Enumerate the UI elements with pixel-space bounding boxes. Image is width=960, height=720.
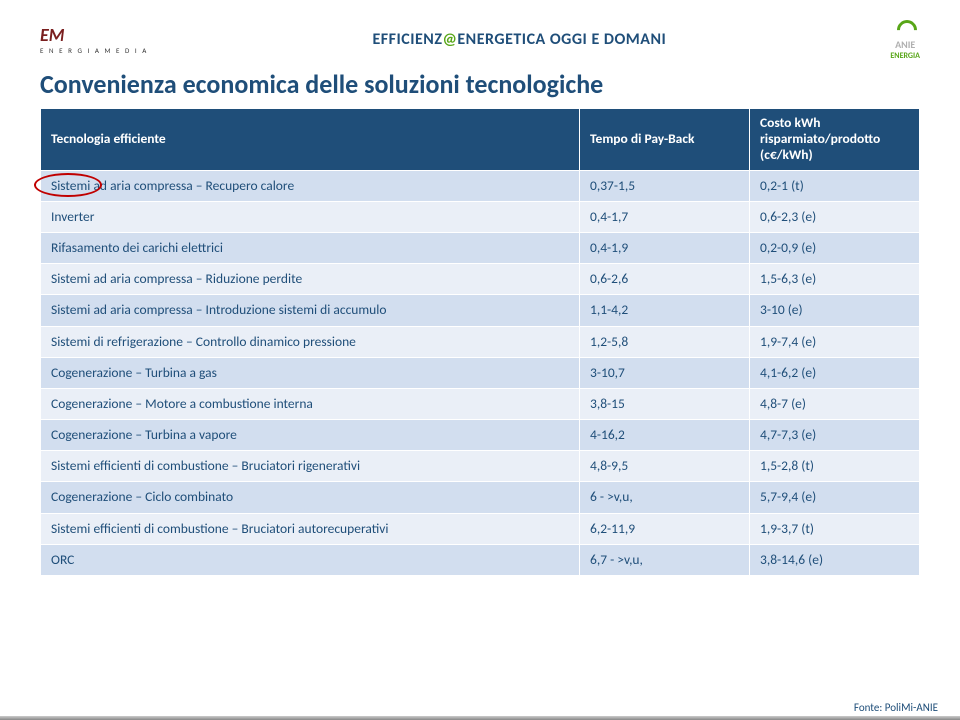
cell-payback: 6,2-11,9 (580, 513, 750, 544)
cell-payback: 4,8-9,5 (580, 451, 750, 482)
cell-payback: 3,8-15 (580, 388, 750, 419)
table-row: Sistemi ad aria compressa – Recupero cal… (41, 170, 920, 201)
logo-anie: ANIE ENERGIA (890, 18, 920, 61)
cell-tech: Sistemi ad aria compressa – Introduzione… (41, 295, 580, 326)
cell-tech: Cogenerazione – Ciclo combinato (41, 482, 580, 513)
cell-tech: Cogenerazione – Turbina a gas (41, 357, 580, 388)
header-banner: EM E N E R G I A M E D I A EFFICIENZ@ENE… (40, 18, 920, 60)
logo-energiamedia: EM E N E R G I A M E D I A (40, 24, 148, 55)
col-tech: Tecnologia efficiente (41, 109, 580, 171)
cell-tech: Cogenerazione – Motore a combustione int… (41, 388, 580, 419)
cell-tech: Cogenerazione – Turbina a vapore (41, 420, 580, 451)
cell-tech: ORC (41, 544, 580, 575)
table-row: Cogenerazione – Motore a combustione int… (41, 388, 920, 419)
cell-payback: 0,4-1,7 (580, 201, 750, 232)
cell-payback: 0,6-2,6 (580, 264, 750, 295)
cell-cost: 1,9-7,4 (e) (750, 326, 920, 357)
anie-leaf-icon (891, 18, 919, 38)
logo-em-mark: EM (40, 24, 65, 46)
cell-payback: 0,37-1,5 (580, 170, 750, 201)
table-row: Cogenerazione – Ciclo combinato6 - >v,u,… (41, 482, 920, 513)
cell-tech: Sistemi efficienti di combustione – Bruc… (41, 513, 580, 544)
table-row: Sistemi di refrigerazione – Controllo di… (41, 326, 920, 357)
cell-tech: Sistemi ad aria compressa – Riduzione pe… (41, 264, 580, 295)
cell-tech: Sistemi di refrigerazione – Controllo di… (41, 326, 580, 357)
cell-cost: 0,6-2,3 (e) (750, 201, 920, 232)
cell-tech: Sistemi efficienti di combustione – Bruc… (41, 451, 580, 482)
table-header-row: Tecnologia efficiente Tempo di Pay-Back … (41, 109, 920, 171)
cell-tech: Inverter (41, 201, 580, 232)
banner-at: @ (442, 30, 457, 49)
cell-cost: 1,9-3,7 (t) (750, 513, 920, 544)
table-row: Cogenerazione – Turbina a vapore4-16,24,… (41, 420, 920, 451)
banner-title: EFFICIENZ@ENERGETICA OGGI E DOMANI (372, 30, 666, 49)
logo-em-subtext: E N E R G I A M E D I A (40, 46, 148, 55)
cell-cost: 0,2-0,9 (e) (750, 232, 920, 263)
banner-pre: EFFICIENZ (372, 30, 442, 49)
cell-cost: 1,5-2,8 (t) (750, 451, 920, 482)
col-payback: Tempo di Pay-Back (580, 109, 750, 171)
cell-cost: 0,2-1 (t) (750, 170, 920, 201)
cell-cost: 3,8-14,6 (e) (750, 544, 920, 575)
cell-payback: 6,7 - >v,u, (580, 544, 750, 575)
slide-container: EM E N E R G I A M E D I A EFFICIENZ@ENE… (0, 0, 960, 586)
col-cost: Costo kWh risparmiato/prodotto (c€/kWh) (750, 109, 920, 171)
banner-post: ENERGETICA OGGI E DOMANI (457, 30, 666, 49)
cell-cost: 4,8-7 (e) (750, 388, 920, 419)
table-row: ORC6,7 - >v,u,3,8-14,6 (e) (41, 544, 920, 575)
cell-payback: 4-16,2 (580, 420, 750, 451)
cell-payback: 6 - >v,u, (580, 482, 750, 513)
cell-cost: 5,7-9,4 (e) (750, 482, 920, 513)
bottom-divider (0, 716, 960, 720)
technology-table: Tecnologia efficiente Tempo di Pay-Back … (40, 108, 920, 576)
anie-subtext: ENERGIA (890, 51, 920, 61)
table-body: Sistemi ad aria compressa – Recupero cal… (41, 170, 920, 575)
table-row: Inverter0,4-1,70,6-2,3 (e) (41, 201, 920, 232)
cell-cost: 1,5-6,3 (e) (750, 264, 920, 295)
cell-cost: 4,7-7,3 (e) (750, 420, 920, 451)
slide-title: Convenienza economica delle soluzioni te… (40, 68, 920, 100)
table-row: Rifasamento dei carichi elettrici0,4-1,9… (41, 232, 920, 263)
cell-payback: 0,4-1,9 (580, 232, 750, 263)
cell-cost: 3-10 (e) (750, 295, 920, 326)
table-row: Sistemi ad aria compressa – Introduzione… (41, 295, 920, 326)
cell-payback: 1,2-5,8 (580, 326, 750, 357)
cell-tech: Rifasamento dei carichi elettrici (41, 232, 580, 263)
table-row: Cogenerazione – Turbina a gas3-10,74,1-6… (41, 357, 920, 388)
cell-cost: 4,1-6,2 (e) (750, 357, 920, 388)
cell-payback: 1,1-4,2 (580, 295, 750, 326)
table-row: Sistemi efficienti di combustione – Bruc… (41, 513, 920, 544)
cell-tech: Sistemi ad aria compressa – Recupero cal… (41, 170, 580, 201)
table-row: Sistemi ad aria compressa – Riduzione pe… (41, 264, 920, 295)
cell-payback: 3-10,7 (580, 357, 750, 388)
table-row: Sistemi efficienti di combustione – Bruc… (41, 451, 920, 482)
footer-source: Fonte: PoliMi-ANIE (854, 701, 938, 714)
